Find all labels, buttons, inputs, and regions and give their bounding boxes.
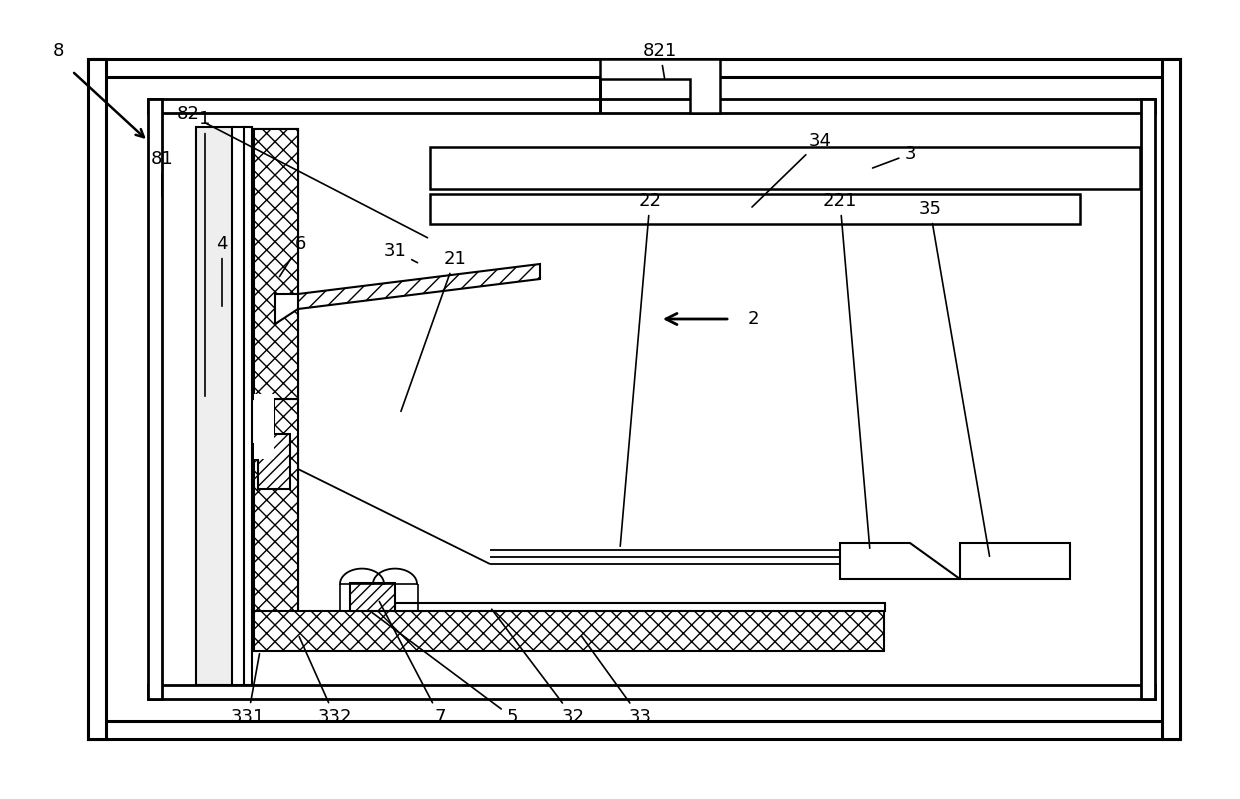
Bar: [960, 543, 1070, 579]
Text: 82: 82: [176, 105, 428, 238]
Bar: [430, 147, 1140, 189]
Bar: [254, 611, 884, 651]
Bar: [148, 99, 1154, 113]
Bar: [254, 444, 298, 644]
Text: 221: 221: [823, 192, 869, 548]
Bar: [430, 194, 1080, 224]
Polygon shape: [254, 399, 298, 644]
Text: 21: 21: [401, 250, 466, 411]
Bar: [258, 434, 290, 489]
Bar: [88, 59, 1180, 77]
Text: 34: 34: [751, 132, 832, 207]
Bar: [1141, 99, 1154, 699]
Bar: [254, 129, 298, 399]
Bar: [350, 583, 396, 611]
Bar: [244, 127, 252, 685]
Text: 821: 821: [642, 42, 677, 78]
Bar: [396, 603, 885, 611]
Polygon shape: [275, 294, 298, 324]
Text: 4: 4: [216, 235, 228, 306]
Bar: [88, 721, 1180, 739]
Bar: [148, 685, 1154, 699]
Text: 3: 3: [873, 145, 916, 168]
Text: 31: 31: [383, 242, 418, 263]
Bar: [1162, 59, 1180, 739]
Bar: [148, 99, 162, 699]
Text: 6: 6: [279, 235, 306, 276]
Text: 8: 8: [52, 42, 63, 60]
Text: 33: 33: [582, 636, 651, 726]
Text: 332: 332: [299, 637, 352, 726]
Bar: [232, 127, 246, 685]
Bar: [254, 394, 274, 459]
Polygon shape: [254, 129, 298, 399]
Text: 32: 32: [492, 609, 584, 726]
Text: 1: 1: [200, 110, 211, 396]
Bar: [196, 127, 234, 685]
Text: 331: 331: [231, 654, 265, 726]
Text: 35: 35: [919, 200, 990, 556]
Polygon shape: [298, 264, 539, 309]
Text: 7: 7: [379, 602, 445, 726]
Text: 81: 81: [150, 150, 174, 197]
Polygon shape: [600, 59, 720, 113]
Bar: [88, 59, 105, 739]
Polygon shape: [839, 543, 960, 579]
Text: 5: 5: [372, 613, 518, 726]
Text: 22: 22: [620, 192, 661, 547]
Text: 2: 2: [748, 310, 759, 328]
